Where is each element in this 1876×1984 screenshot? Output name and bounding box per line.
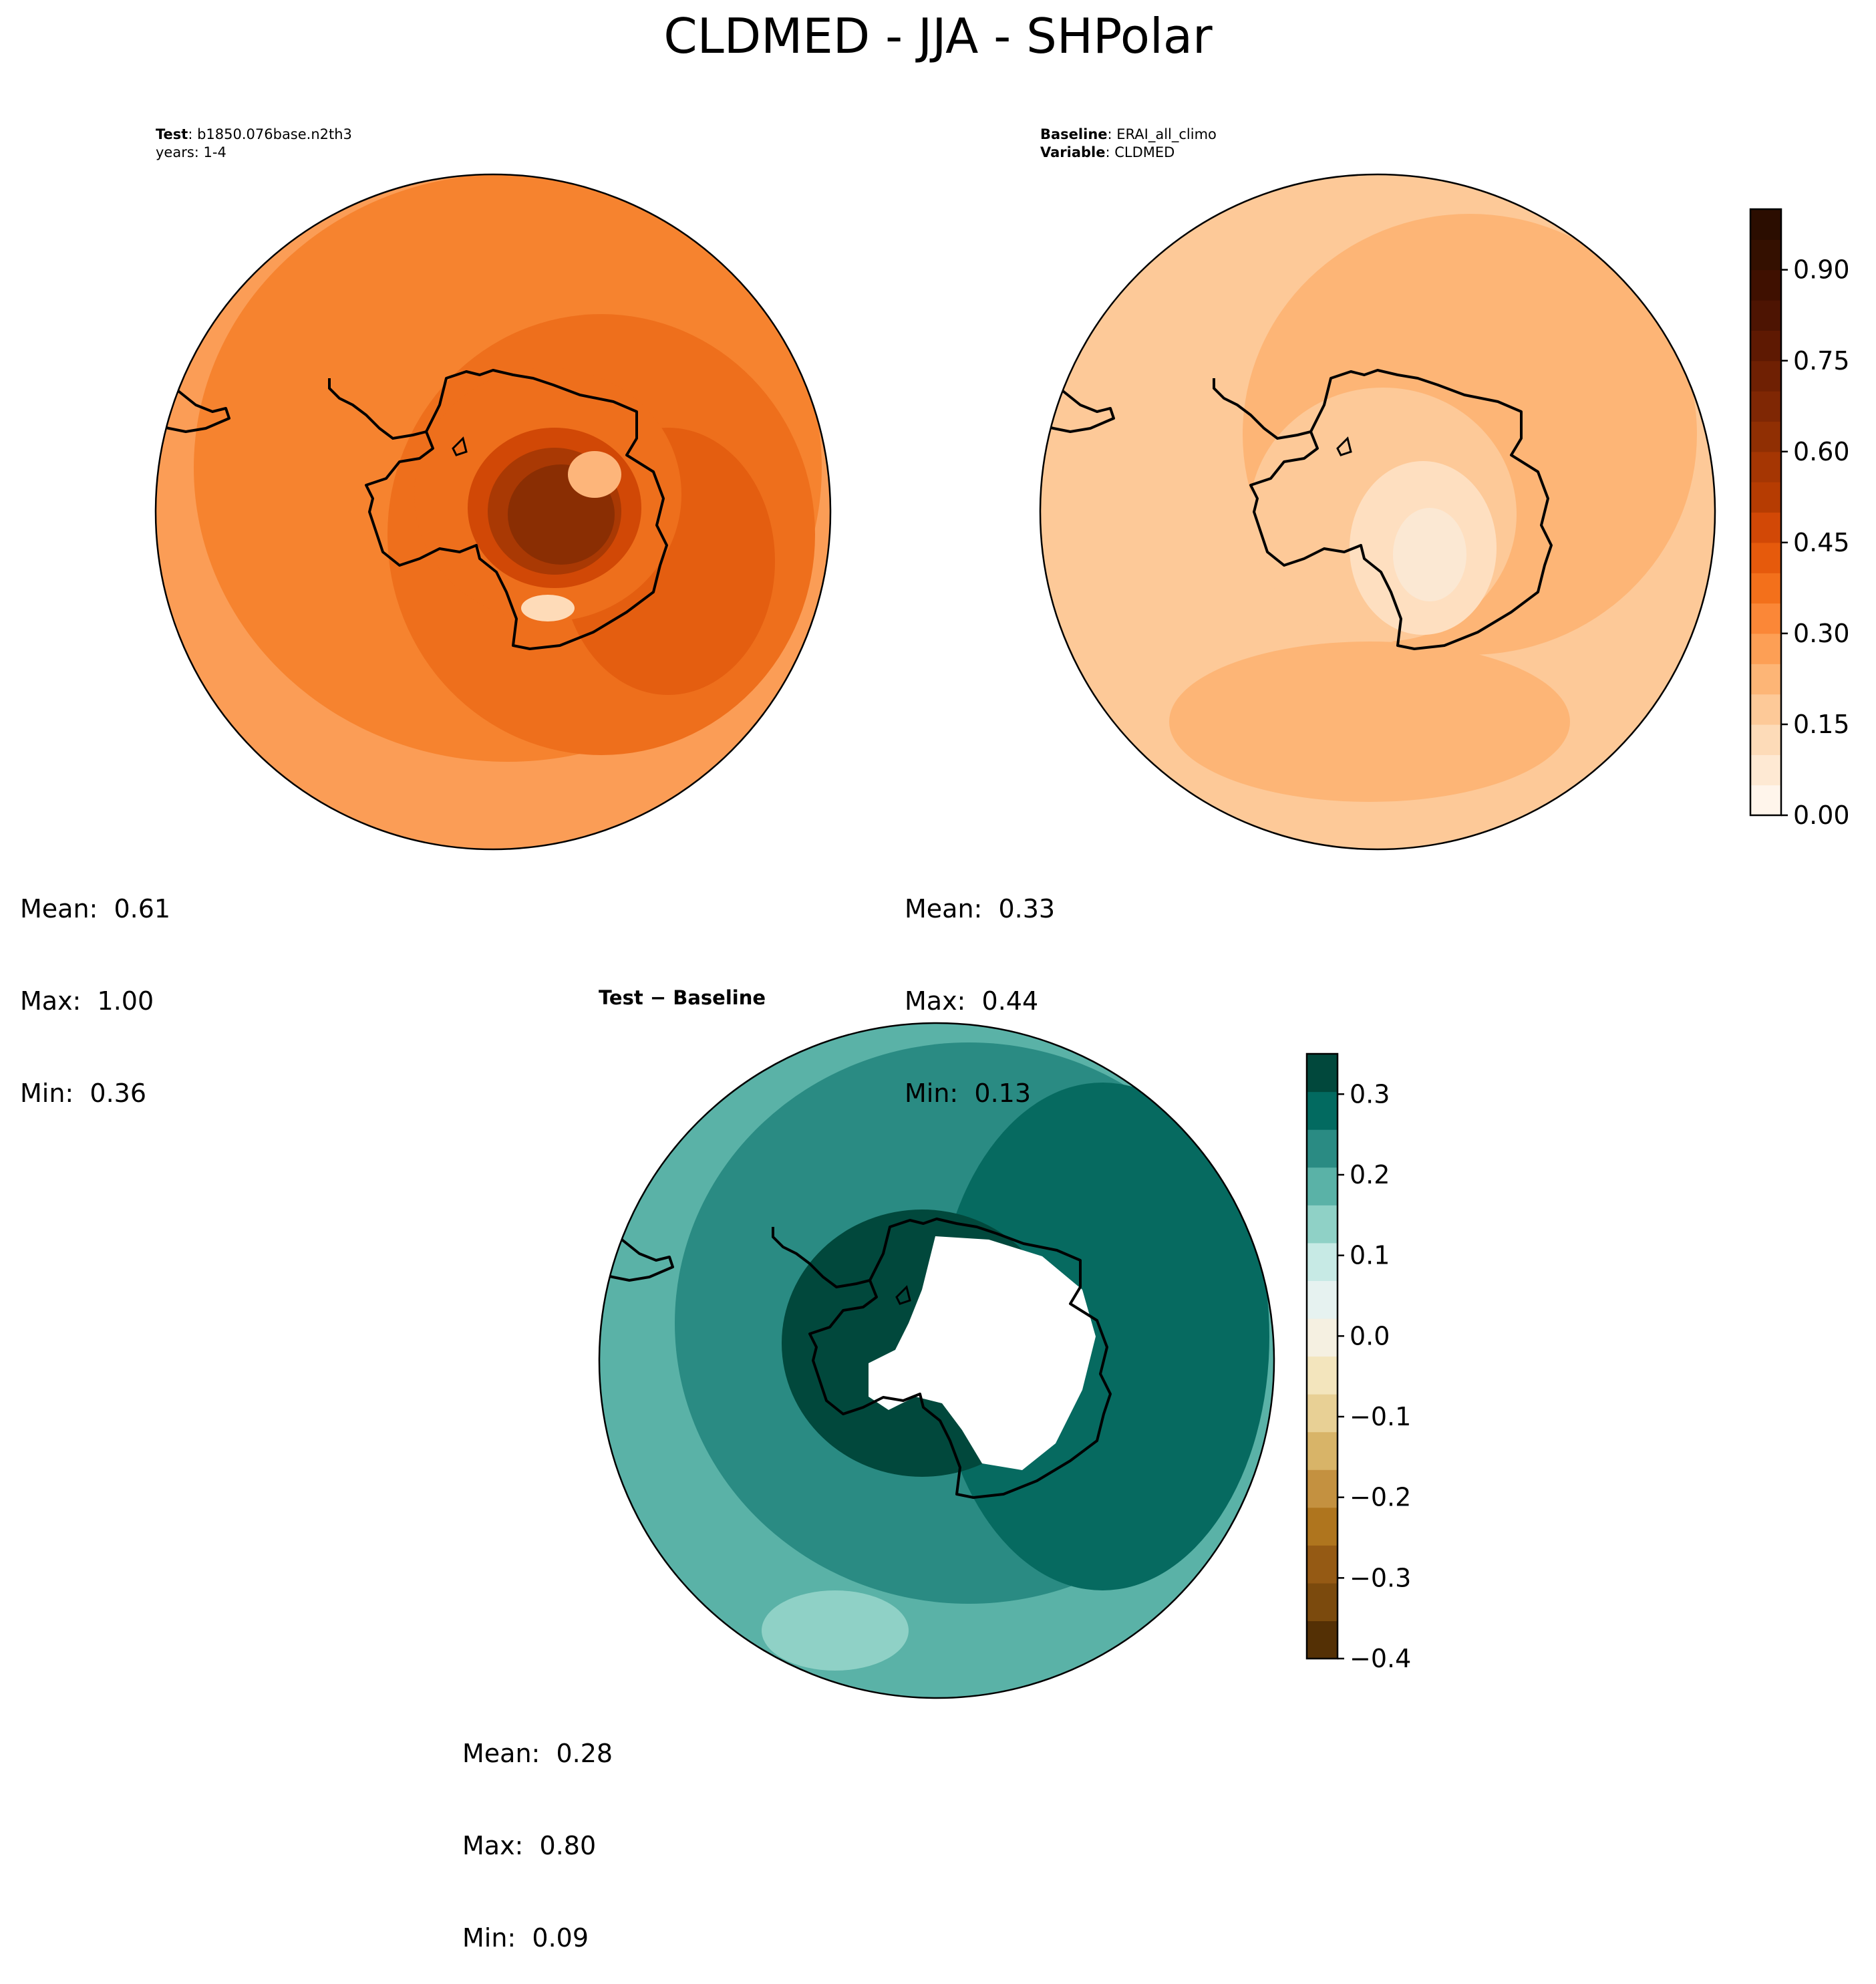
colorbar-segment — [1750, 513, 1781, 543]
colorbar-tick-label: 0.75 — [1793, 346, 1850, 376]
baseline-stats: Mean: 0.33 Max: 0.44 Min: 0.13 — [905, 832, 1055, 1139]
colorbar-tick-label: 0.90 — [1793, 255, 1850, 285]
colorbar-segment — [1307, 1243, 1338, 1281]
test-header-years: years: 1-4 — [156, 144, 352, 162]
colorbar-tick-label: 0.30 — [1793, 619, 1850, 648]
colorbar-segment — [1750, 573, 1781, 603]
colorbar-segment — [1750, 482, 1781, 513]
colorbar-segment — [1307, 1394, 1338, 1432]
colorbar-segment — [1750, 452, 1781, 482]
colorbar-segment — [1750, 361, 1781, 392]
colorbar-tick-label: 0.3 — [1350, 1079, 1390, 1109]
colorbar-segment — [1307, 1280, 1338, 1318]
colorbar-segment — [1750, 785, 1781, 816]
test-stat-max: Max: 1.00 — [20, 986, 170, 1016]
colorbar-segment — [1750, 543, 1781, 573]
colorbar-tick-label: 0.15 — [1793, 710, 1850, 739]
test-stat-mean: Mean: 0.61 — [20, 893, 170, 924]
test-field-band-8 — [568, 451, 621, 498]
baseline-header-case: : ERAI_all_climo — [1108, 126, 1217, 142]
figure-title: CLDMED - JJA - SHPolar — [0, 12, 1876, 60]
colorbar-diff: 0.3 0.2 0.1 0.0 −0.1 −0.2 −0.3 −0.4 — [1307, 1054, 1411, 1673]
baseline-map — [1040, 174, 1715, 849]
baseline-stat-max: Max: 0.44 — [905, 986, 1055, 1016]
diff-title: Test − Baseline — [599, 986, 766, 1009]
colorbar-segment — [1307, 1620, 1338, 1659]
colorbar-segment — [1307, 1205, 1338, 1243]
colorbar-tick-label: 0.1 — [1350, 1241, 1390, 1270]
colorbar-tick-label: −0.2 — [1350, 1483, 1411, 1512]
colorbar-segment — [1750, 330, 1781, 361]
colorbar-tick-label: 0.60 — [1793, 437, 1850, 466]
colorbar-tick-label: 0.00 — [1793, 801, 1850, 830]
colorbar-segment — [1750, 391, 1781, 422]
baseline-header: Baseline: ERAI_all_climo Variable: CLDME… — [1040, 126, 1217, 162]
test-header-case: : b1850.076base.n2th3 — [188, 126, 352, 142]
colorbar-segment — [1750, 270, 1781, 301]
colorbar-segment — [1307, 1129, 1338, 1167]
colorbar-tick-label: −0.3 — [1350, 1563, 1411, 1592]
colorbar-main: 0.00 0.15 0.30 0.45 0.60 0.75 0.90 — [1750, 209, 1850, 830]
colorbar-segment — [1750, 633, 1781, 664]
baseline-stat-min: Min: 0.13 — [905, 1078, 1055, 1109]
colorbar-tick-label: −0.1 — [1350, 1402, 1411, 1431]
test-header-label: Test — [156, 126, 188, 142]
colorbar-segment — [1750, 421, 1781, 452]
colorbar-segment — [1750, 664, 1781, 694]
baseline-stat-mean: Mean: 0.33 — [905, 893, 1055, 924]
colorbar-segment — [1307, 1545, 1338, 1583]
colorbar-tick-label: 0.45 — [1793, 528, 1850, 557]
colorbar-tick-label: 0.2 — [1350, 1160, 1390, 1189]
colorbar-segment — [1307, 1054, 1338, 1092]
baseline-field-band-5 — [1393, 508, 1466, 601]
diff-stat-max: Max: 0.80 — [462, 1830, 613, 1861]
diff-stat-mean: Mean: 0.28 — [462, 1738, 613, 1769]
colorbar-segment — [1750, 694, 1781, 725]
colorbar-tick-label: 0.0 — [1350, 1321, 1390, 1351]
test-stat-min: Min: 0.36 — [20, 1078, 170, 1109]
test-header: Test: b1850.076base.n2th3 years: 1-4 — [156, 126, 352, 162]
colorbar-segment — [1750, 300, 1781, 331]
colorbar-segment — [1307, 1508, 1338, 1546]
colorbar-segment — [1750, 239, 1781, 270]
test-field-band-9 — [521, 595, 575, 621]
colorbar-tick-label: −0.4 — [1350, 1644, 1411, 1673]
test-stats: Mean: 0.61 Max: 1.00 Min: 0.36 — [20, 832, 170, 1139]
colorbar-segment — [1750, 209, 1781, 240]
variable-header-value: : CLDMED — [1105, 144, 1175, 160]
colorbar-segment — [1307, 1167, 1338, 1206]
colorbar-segment — [1750, 724, 1781, 755]
diff-field-band-3 — [762, 1590, 909, 1671]
colorbar-segment — [1307, 1092, 1338, 1130]
variable-header-label: Variable — [1040, 144, 1105, 160]
colorbar-segment — [1307, 1318, 1338, 1357]
baseline-field-band-2 — [1169, 642, 1570, 802]
colorbar-segment — [1750, 603, 1781, 634]
colorbar-segment — [1307, 1469, 1338, 1508]
baseline-header-label: Baseline — [1040, 126, 1108, 142]
diff-stat-min: Min: 0.09 — [462, 1923, 613, 1953]
colorbar-segment — [1307, 1432, 1338, 1470]
test-map — [156, 174, 830, 849]
colorbar-segment — [1307, 1357, 1338, 1395]
colorbar-segment — [1307, 1583, 1338, 1621]
colorbar-segment — [1750, 754, 1781, 785]
diff-stats: Mean: 0.28 Max: 0.80 Min: 0.09 — [462, 1677, 613, 1984]
